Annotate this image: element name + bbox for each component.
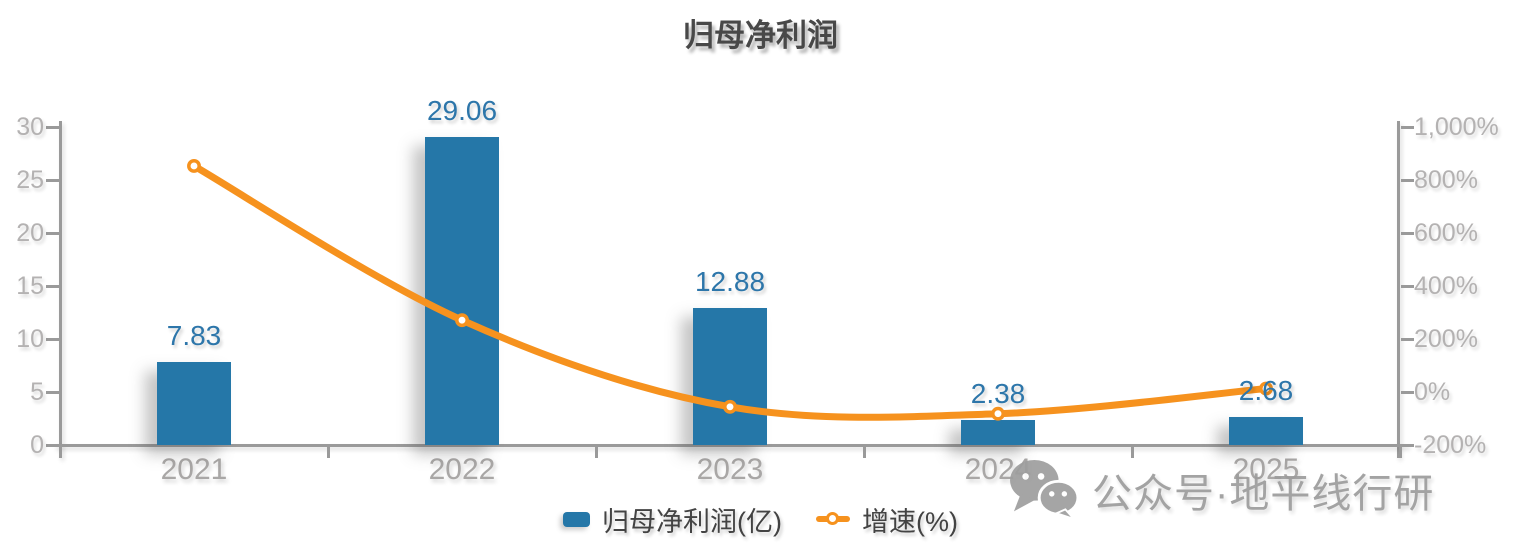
right-axis-tick	[1401, 391, 1414, 394]
chart-title: 归母净利润	[683, 18, 838, 53]
y-axis-label-left: 20	[16, 219, 44, 247]
bar-2022	[425, 136, 499, 445]
y-axis-label-left: 25	[16, 166, 44, 194]
left-axis-tick	[46, 232, 59, 235]
y-axis-label-left: 5	[30, 378, 44, 406]
x-axis-tick	[327, 447, 330, 458]
y-axis-label-left: 15	[16, 272, 44, 300]
legend-label: 增速(%)	[861, 506, 958, 537]
x-axis-label-2023: 2023	[696, 453, 764, 486]
line-marker-2025	[1259, 381, 1273, 396]
left-axis-tick	[46, 444, 59, 447]
bar-value-label-2021: 7.83	[166, 320, 222, 351]
bar-2021	[157, 362, 231, 445]
y-axis-label-right: 200%	[1414, 325, 1478, 353]
bar-value-label-2024: 2.38	[970, 377, 1026, 409]
bar-2023	[693, 308, 767, 445]
y-axis-label-right: 400%	[1414, 272, 1478, 300]
right-axis-tick	[1401, 232, 1414, 235]
wechat-icon	[1010, 459, 1080, 522]
x-axis-tick	[1131, 447, 1134, 458]
legend-line-swatch-icon	[815, 511, 850, 527]
y-axis-label-right: 800%	[1414, 166, 1478, 194]
left-axis-line	[59, 121, 62, 458]
legend-item-net-profit[interactable]: 归母净利润(亿)	[563, 500, 782, 539]
bar-2024	[961, 419, 1035, 445]
x-axis-label-2021: 2021	[160, 453, 228, 486]
legend-label: 归母净利润(亿)	[602, 506, 782, 537]
y-axis-label-left: 0	[30, 431, 44, 459]
bar-value-label-2025: 2.68	[1238, 374, 1294, 406]
y-axis-label-left: 30	[16, 113, 44, 141]
left-axis-tick	[46, 126, 59, 129]
legend-item-growth[interactable]: 增速(%)	[815, 500, 958, 539]
x-axis-tick	[595, 447, 598, 458]
line-marker-2021	[187, 159, 201, 173]
legend-bar-swatch-icon	[563, 511, 590, 527]
left-axis-tick	[46, 338, 59, 341]
line-marker-2023	[723, 399, 737, 414]
right-axis-tick	[1401, 444, 1414, 447]
legend-line-dot	[825, 512, 839, 525]
right-axis-tick	[1401, 338, 1414, 341]
y-axis-label-right: 600%	[1414, 219, 1478, 247]
line-marker-2022	[455, 313, 469, 328]
x-axis-label-2025: 2025	[1232, 453, 1300, 486]
right-axis-tick	[1401, 126, 1414, 129]
x-axis-label-2022: 2022	[428, 453, 496, 486]
right-axis-line	[1397, 121, 1400, 458]
right-axis-tick	[1401, 179, 1414, 182]
x-axis-tick	[59, 447, 62, 458]
x-axis-tick	[863, 447, 866, 458]
legend: 归母净利润(亿) 增速(%)	[0, 497, 1521, 541]
left-axis-tick	[46, 391, 59, 394]
left-axis-tick	[46, 179, 59, 182]
bar-value-label-2022: 29.06	[426, 94, 498, 126]
line-marker-2024	[991, 406, 1005, 421]
watermark: 公众号·地平线行研	[1008, 458, 1434, 522]
y-axis-label-left: 10	[16, 325, 44, 353]
bar-value-label-2023: 12.88	[694, 266, 766, 298]
left-axis-tick	[46, 285, 59, 288]
x-axis-line	[54, 444, 1408, 447]
x-axis-tick	[1399, 447, 1402, 458]
right-axis-tick	[1401, 285, 1414, 288]
y-axis-label-right: 0%	[1414, 378, 1451, 406]
bar-2025	[1229, 416, 1303, 445]
watermark-text: 公众号·地平线行研	[1092, 472, 1435, 516]
y-axis-label-right: 1,000%	[1414, 113, 1499, 141]
y-axis-label-right: -200%	[1414, 431, 1487, 459]
